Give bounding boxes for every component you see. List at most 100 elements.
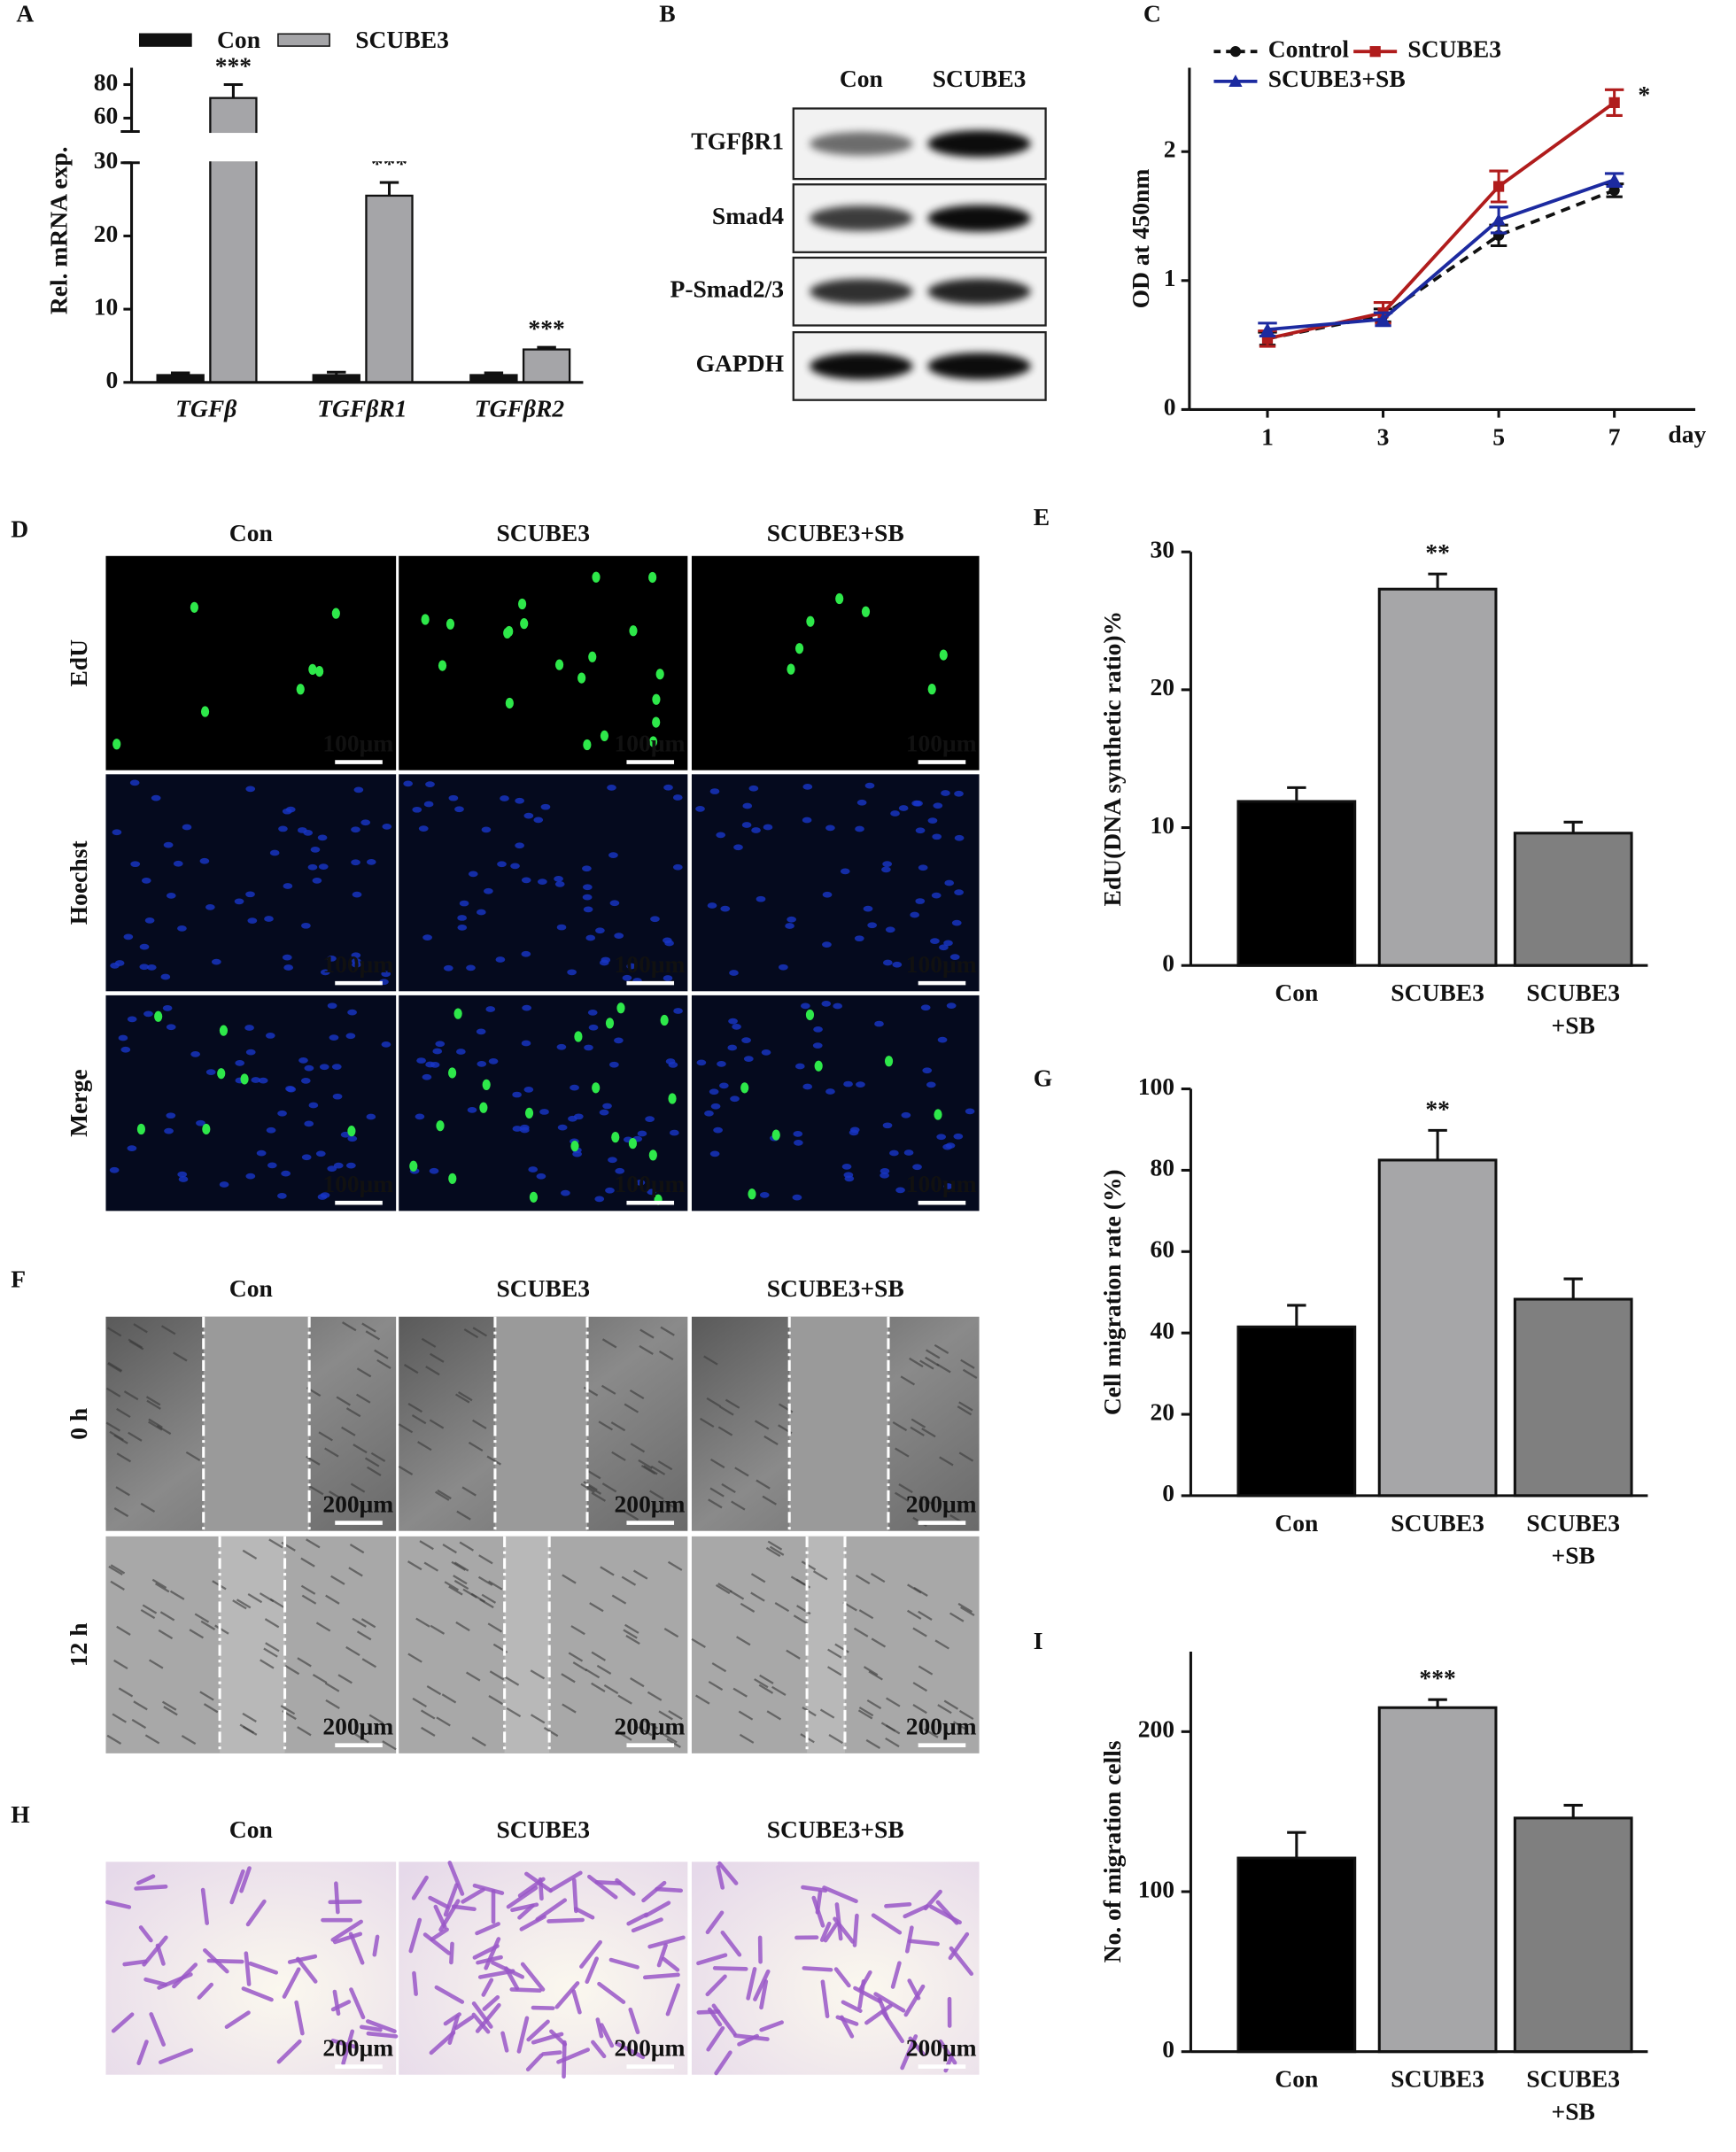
scale-bar-label: 100μm	[615, 729, 686, 756]
x-tick-label: 7	[1608, 422, 1621, 450]
cell	[349, 1544, 365, 1554]
cell	[596, 1664, 612, 1676]
nucleus	[333, 1162, 344, 1169]
legend-marker	[1369, 46, 1381, 58]
cell	[638, 1459, 653, 1470]
cell	[871, 1637, 887, 1648]
nucleus	[936, 1134, 947, 1141]
edu-nucleus	[583, 739, 592, 751]
edu-nucleus	[835, 592, 844, 605]
nucleus	[943, 1183, 953, 1189]
cell	[181, 1734, 197, 1746]
cell	[720, 1930, 742, 1957]
nucleus	[709, 1150, 720, 1157]
cell	[943, 1699, 959, 1710]
cell	[197, 1982, 213, 2000]
nucleus	[582, 884, 593, 891]
nucleus	[672, 863, 683, 871]
cell	[549, 2029, 568, 2047]
edu-nucleus	[554, 659, 564, 670]
cell	[924, 1728, 939, 1738]
nucleus	[913, 800, 923, 807]
cell	[429, 1419, 445, 1429]
scale-bar-label: 100μm	[615, 1170, 686, 1197]
line	[1267, 178, 1616, 332]
cell	[643, 1465, 658, 1475]
cell	[591, 1651, 606, 1661]
cell	[546, 1917, 585, 1924]
nucleus	[264, 916, 274, 922]
column-header: SCUBE3	[496, 519, 590, 546]
cell	[729, 1590, 745, 1600]
row-label: Merge	[65, 1069, 92, 1136]
cell	[786, 1649, 801, 1660]
cell	[149, 2012, 166, 2047]
nucleus	[285, 1085, 295, 1092]
cell	[356, 1367, 372, 1378]
x-tick-label: TGFβR1	[317, 394, 407, 422]
cell	[506, 1707, 522, 1718]
cell	[461, 1887, 485, 1904]
cell	[663, 1733, 678, 1744]
nucleus	[178, 1176, 189, 1182]
cell	[260, 1659, 275, 1669]
cell	[714, 2050, 732, 2076]
cell	[516, 2016, 530, 2054]
nucleus	[129, 779, 140, 786]
nucleus	[320, 969, 330, 976]
nucleus	[160, 973, 171, 980]
cell	[140, 1608, 156, 1620]
bar	[1377, 1706, 1498, 2054]
edu-nucleus	[524, 1107, 534, 1119]
cell	[579, 1939, 602, 1969]
edu-nucleus	[219, 1025, 229, 1036]
nucleus	[266, 1126, 276, 1134]
nucleus	[423, 801, 434, 808]
cell	[759, 1979, 769, 2010]
cell	[668, 1710, 683, 1721]
cell	[594, 1880, 622, 1885]
nucleus	[707, 902, 717, 909]
cell	[617, 1730, 632, 1741]
x-tick-label: TGFβR2	[475, 394, 565, 422]
cell	[822, 1885, 858, 1904]
nucleus	[825, 1088, 835, 1095]
cell	[136, 1874, 156, 1885]
cell	[873, 1992, 906, 2013]
edu-nucleus	[503, 627, 512, 639]
edu-nucleus	[652, 716, 661, 728]
nucleus	[595, 927, 605, 934]
edu-nucleus	[520, 618, 529, 630]
cell	[264, 1618, 280, 1629]
x-tick-label: Con	[1275, 2065, 1318, 2093]
cell	[711, 1662, 727, 1673]
nucleus	[144, 917, 155, 924]
cell	[649, 1490, 664, 1500]
y-axis-label: OD at 450nm	[1127, 169, 1154, 309]
cell	[403, 1364, 419, 1374]
cell	[504, 1676, 520, 1686]
edu-nucleus	[453, 1008, 462, 1019]
nucleus	[932, 833, 942, 840]
cell	[287, 1954, 318, 1964]
cell	[918, 1610, 933, 1621]
cell	[705, 1974, 727, 1997]
cell	[334, 1881, 340, 1915]
cell	[740, 1602, 756, 1613]
blot-band	[927, 130, 1031, 158]
cell	[160, 1325, 176, 1335]
nucleus	[331, 1064, 342, 1071]
cell	[562, 1703, 577, 1714]
nucleus	[594, 1196, 605, 1203]
nucleus	[717, 1060, 726, 1067]
edu-nucleus	[806, 615, 815, 627]
point	[1607, 173, 1622, 186]
nucleus	[512, 1091, 522, 1098]
cell	[268, 1538, 283, 1549]
cell	[626, 1912, 649, 1926]
cell	[325, 1699, 340, 1710]
cell	[628, 2007, 640, 2035]
cell	[433, 1904, 447, 1929]
cell	[296, 1956, 318, 1984]
nucleus	[315, 1150, 326, 1157]
